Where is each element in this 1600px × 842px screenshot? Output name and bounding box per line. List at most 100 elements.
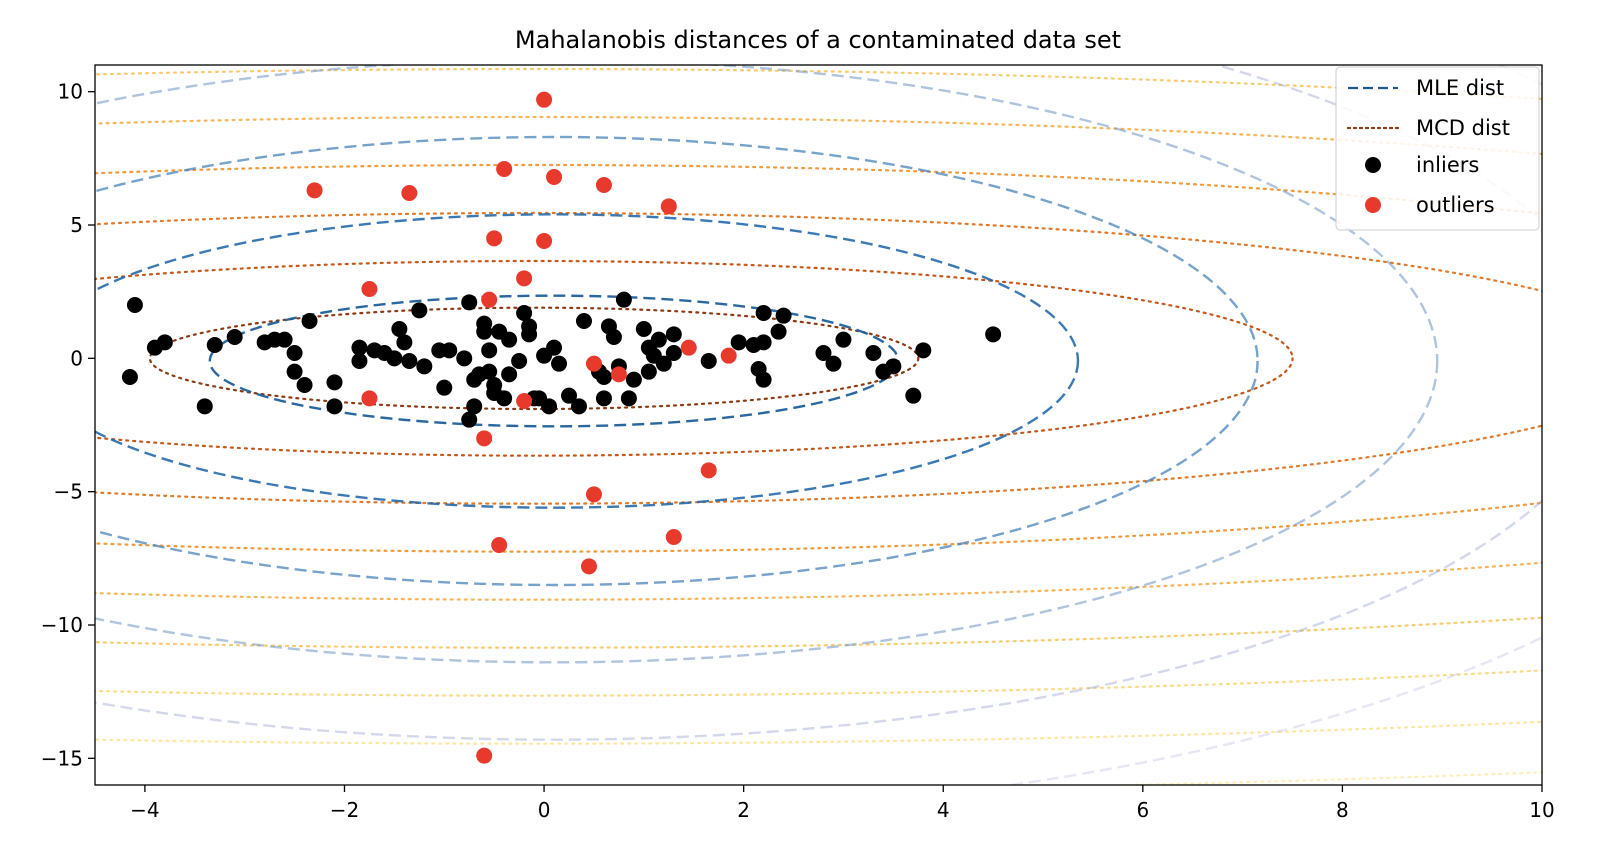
inliers-point-29 bbox=[441, 342, 458, 359]
inliers-point-85 bbox=[865, 345, 882, 361]
inliers-point-43 bbox=[501, 331, 518, 348]
inliers-point-28 bbox=[436, 379, 453, 396]
inliers-point-14 bbox=[301, 313, 318, 329]
inliers-point-17 bbox=[351, 339, 368, 356]
outliers-point-18 bbox=[516, 393, 533, 409]
inliers-point-83 bbox=[825, 355, 842, 372]
inliers-point-75 bbox=[730, 334, 747, 351]
outliers-point-8 bbox=[486, 230, 503, 247]
mle-contour-5 bbox=[95, 65, 1542, 741]
legend-mcd-dist-label: MCD dist bbox=[1416, 116, 1510, 140]
inliers-point-46 bbox=[516, 305, 533, 321]
outliers-point-22 bbox=[491, 537, 508, 553]
legend-inliers-label: inliers bbox=[1416, 153, 1479, 177]
mcd-contour-3 bbox=[95, 211, 1542, 505]
inliers-point-26 bbox=[416, 358, 433, 375]
x-tick-label: −4 bbox=[130, 798, 159, 822]
outliers-point-23 bbox=[665, 529, 682, 545]
mcd-contour-7 bbox=[95, 669, 1542, 697]
inliers-point-57 bbox=[575, 313, 592, 329]
outliers-point-14 bbox=[720, 347, 737, 364]
y-tick-label: 5 bbox=[70, 213, 83, 237]
inliers-point-11 bbox=[286, 345, 303, 361]
legend-outliers-label: outliers bbox=[1416, 193, 1495, 217]
y-tick-label: 10 bbox=[58, 80, 83, 104]
outliers-point-11 bbox=[361, 281, 378, 297]
legend-mle-dist-label: MLE dist bbox=[1416, 76, 1504, 100]
legend: MLE dist MCD dist inliers outliers bbox=[1335, 66, 1540, 231]
x-tick-label: 10 bbox=[1529, 798, 1554, 822]
inliers-point-7 bbox=[226, 329, 243, 345]
inliers-point-59 bbox=[595, 369, 612, 385]
legend-inliers-marker bbox=[1365, 157, 1381, 173]
inliers-point-6 bbox=[206, 337, 223, 353]
x-tick-label: 0 bbox=[538, 798, 551, 822]
outliers-point-9 bbox=[536, 233, 553, 249]
inliers-point-13 bbox=[296, 377, 313, 393]
mcd-contour-4 bbox=[95, 163, 1542, 553]
inliers-point-55 bbox=[561, 387, 578, 404]
inliers-point-5 bbox=[196, 398, 213, 415]
outliers-point-13 bbox=[680, 339, 697, 356]
inliers-point-70 bbox=[650, 331, 667, 348]
outliers-point-12 bbox=[481, 291, 498, 308]
inliers-point-73 bbox=[665, 345, 682, 361]
inliers-point-53 bbox=[546, 339, 563, 356]
inliers-point-42 bbox=[496, 390, 513, 407]
outliers-point-3 bbox=[546, 169, 563, 185]
mcd-contour-1 bbox=[148, 306, 920, 411]
inliers-point-16 bbox=[326, 374, 343, 391]
inliers-point-4 bbox=[156, 334, 173, 351]
inliers-point-37 bbox=[481, 342, 498, 359]
x-axis: −4 −2 0 2 4 6 8 10 bbox=[130, 785, 1555, 822]
plot-frame bbox=[94, 64, 1543, 786]
outliers-point-7 bbox=[660, 198, 677, 215]
mle-contour-4 bbox=[95, 65, 1439, 664]
inliers-point-79 bbox=[755, 371, 772, 388]
inliers-point-90 bbox=[985, 326, 1002, 343]
chart-title: Mahalanobis distances of a contaminated … bbox=[515, 26, 1121, 54]
inliers-point-60 bbox=[595, 390, 612, 407]
inliers-point-23 bbox=[396, 334, 413, 351]
mcd-contour-2 bbox=[95, 259, 1294, 457]
inliers-point-30 bbox=[456, 350, 473, 367]
outliers-point-24 bbox=[580, 558, 597, 575]
inliers-point-45 bbox=[511, 353, 528, 369]
outliers-point-2 bbox=[496, 161, 513, 177]
inliers-point-22 bbox=[391, 321, 408, 337]
inliers-point-87 bbox=[885, 358, 902, 375]
inliers-point-91 bbox=[615, 291, 632, 308]
inliers-point-64 bbox=[620, 390, 637, 407]
inliers-point-92 bbox=[755, 305, 772, 321]
y-tick-label: −15 bbox=[41, 746, 83, 770]
inliers-point-93 bbox=[476, 323, 493, 340]
inliers-point-82 bbox=[815, 345, 832, 361]
inliers-point-74 bbox=[700, 353, 717, 369]
inliers-point-33 bbox=[466, 398, 483, 415]
inliers-point-18 bbox=[351, 353, 368, 369]
x-tick-label: 6 bbox=[1136, 798, 1149, 822]
inliers-point-68 bbox=[640, 363, 657, 380]
inliers-point-25 bbox=[411, 302, 428, 319]
inliers-point-88 bbox=[905, 387, 922, 404]
inliers-point-38 bbox=[481, 363, 498, 380]
inliers-point-89 bbox=[915, 342, 932, 359]
outliers-point-16 bbox=[610, 366, 627, 383]
x-tick-label: 2 bbox=[737, 798, 750, 822]
inliers-point-34 bbox=[461, 411, 478, 428]
outliers-point-5 bbox=[306, 182, 323, 199]
inliers-point-2 bbox=[121, 369, 138, 385]
inliers-point-31 bbox=[461, 294, 478, 311]
y-tick-label: −5 bbox=[54, 480, 83, 504]
mcd-contour-5 bbox=[95, 115, 1542, 601]
legend-box bbox=[1335, 66, 1540, 231]
inliers-point-24 bbox=[401, 353, 418, 369]
inliers-point-72 bbox=[665, 326, 682, 343]
outliers-point-20 bbox=[700, 462, 717, 479]
y-tick-label: −10 bbox=[41, 613, 83, 637]
inliers-point-54 bbox=[551, 355, 568, 372]
x-tick-label: −2 bbox=[330, 798, 359, 822]
outliers-point-21 bbox=[585, 486, 602, 503]
inliers-point-1 bbox=[126, 297, 143, 313]
